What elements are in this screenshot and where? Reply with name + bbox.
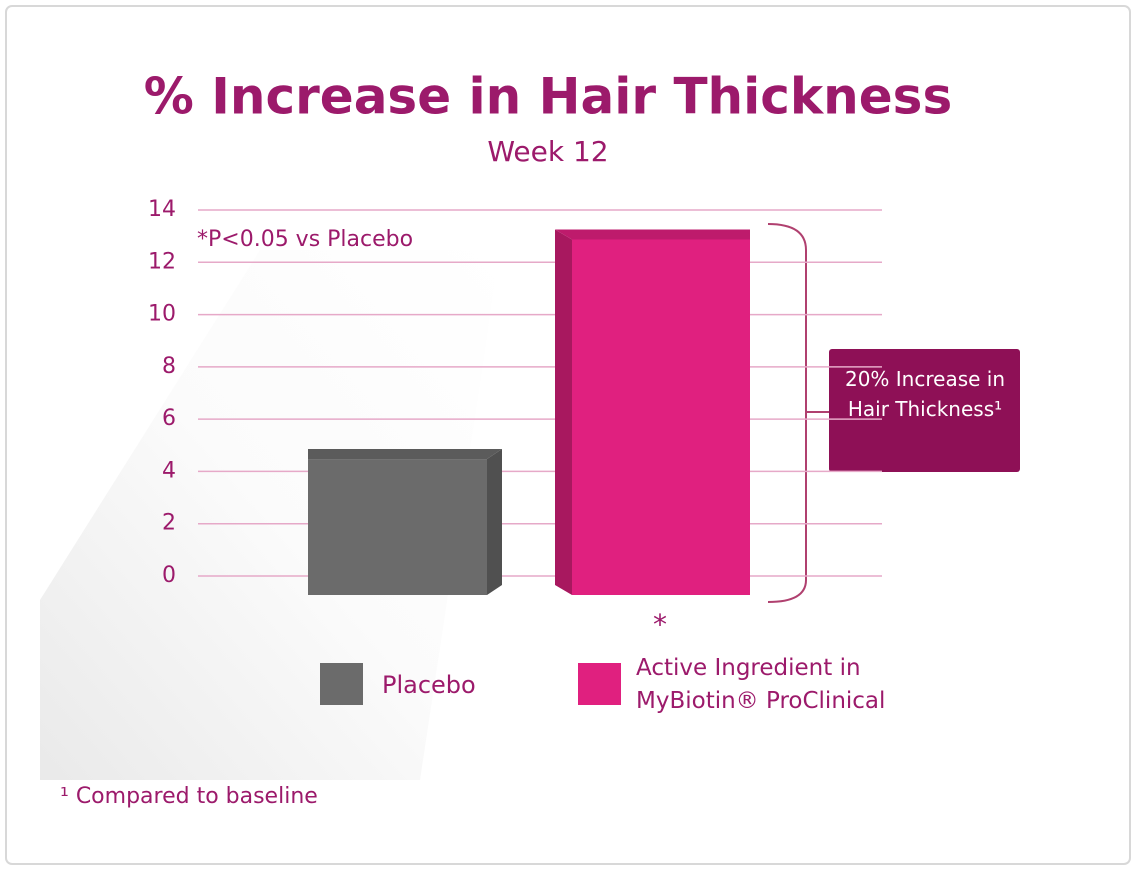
y-tick-label: 14 [148, 197, 176, 222]
bar-side [555, 229, 572, 595]
legend-swatch [578, 663, 621, 705]
chart-title: % Increase in Hair Thickness [144, 68, 952, 126]
bar-side [487, 449, 502, 595]
bracket [767, 223, 807, 603]
footnote: ¹ Compared to baseline [60, 784, 318, 809]
y-tick-label: 12 [148, 249, 176, 274]
legend-label: Placebo [382, 671, 476, 699]
y-tick-label: 4 [162, 458, 176, 483]
y-tick-label: 0 [162, 563, 176, 588]
callout-box [829, 349, 1020, 472]
note: *P<0.05 vs Placebo [197, 227, 413, 252]
bar [572, 239, 750, 595]
bar-top [308, 449, 502, 460]
y-tick-label: 10 [148, 302, 176, 327]
chart-subtitle: Week 12 [487, 135, 608, 168]
y-tick-label: 2 [162, 511, 176, 536]
legend-label: Active Ingredient in MyBiotin® ProClinic… [636, 655, 886, 714]
significance-marker: * [653, 608, 667, 641]
legend-swatch [320, 663, 363, 705]
callout: 20% Increase in Hair Thickness¹ [844, 367, 1006, 421]
bar-top [555, 229, 750, 240]
y-tick-label: 8 [162, 354, 176, 379]
y-tick-label: 6 [162, 406, 176, 431]
bar [308, 459, 487, 595]
shadow [40, 250, 500, 780]
